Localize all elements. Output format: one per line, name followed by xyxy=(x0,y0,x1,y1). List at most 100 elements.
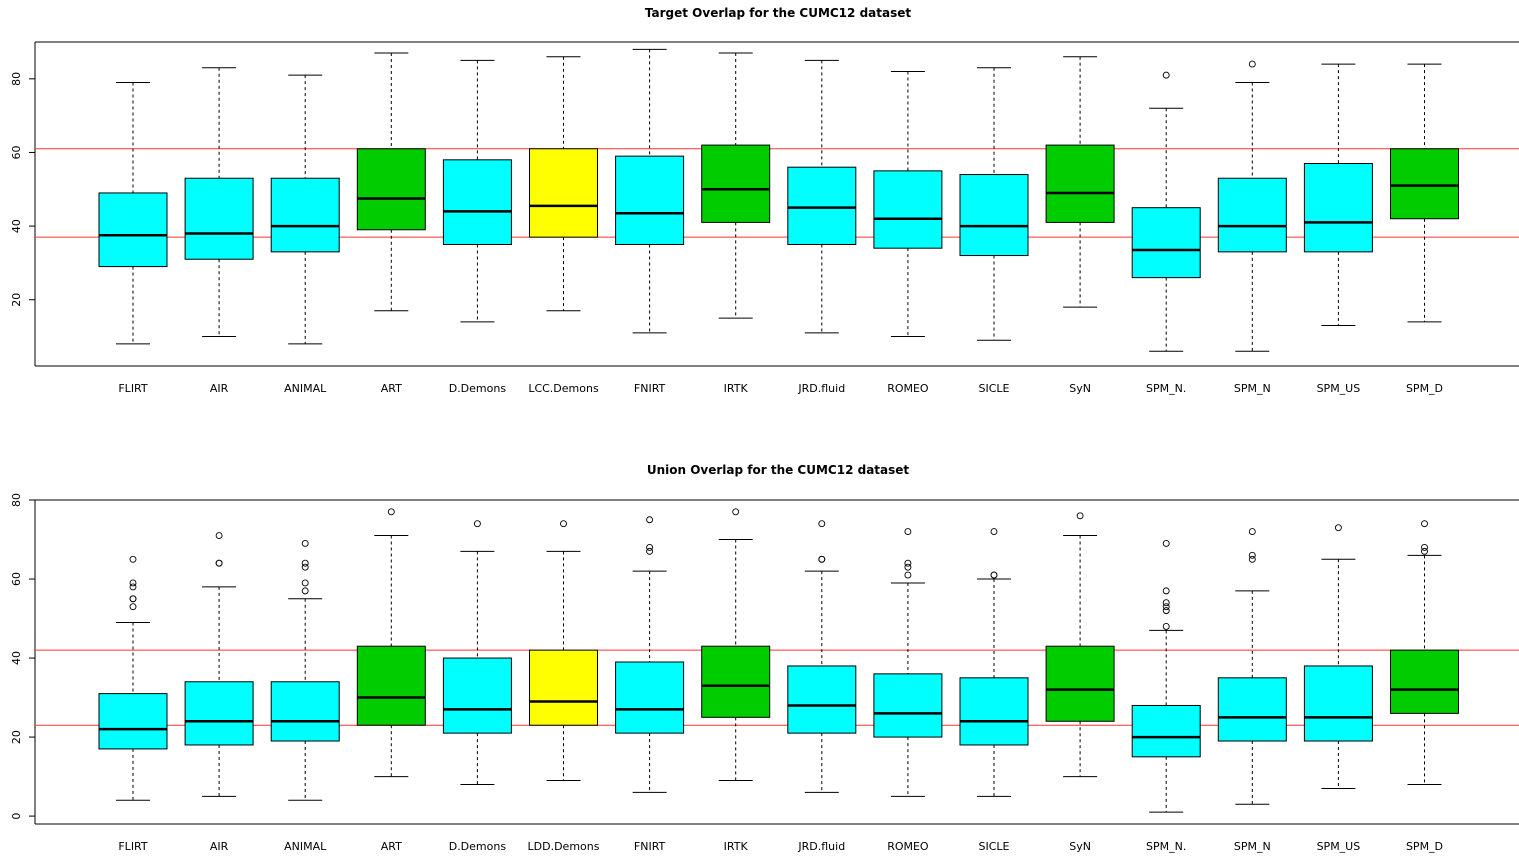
category-label: ANIMAL xyxy=(284,840,327,853)
outlier-point xyxy=(1162,607,1170,615)
outlier-point xyxy=(1076,512,1084,520)
iqr-box xyxy=(873,673,943,738)
outlier-point xyxy=(904,559,912,567)
category-label: LCC.Demons xyxy=(528,382,599,395)
iqr-box xyxy=(1390,148,1459,220)
outlier-point xyxy=(129,595,137,603)
chart-title: Union Overlap for the CUMC12 dataset xyxy=(647,463,910,477)
outlier-point xyxy=(646,516,654,524)
outlier-point xyxy=(301,563,309,571)
iqr-box xyxy=(1390,649,1459,714)
outlier-point xyxy=(301,579,309,587)
y-tick-label: 40 xyxy=(10,651,23,665)
y-tick-label: 60 xyxy=(10,145,23,159)
iqr-box xyxy=(356,645,426,726)
category-label: SPM_D xyxy=(1406,840,1443,853)
outlier-point xyxy=(1421,543,1428,551)
outlier-point xyxy=(1162,540,1170,547)
iqr-box xyxy=(1217,177,1287,253)
outlier-point xyxy=(1421,520,1428,528)
category-label: ART xyxy=(381,382,402,395)
outlier-point xyxy=(1248,555,1256,563)
outlier-point xyxy=(1421,547,1428,555)
box-SICLE xyxy=(959,528,1029,797)
outlier-point xyxy=(646,547,654,555)
category-label: AIR xyxy=(210,840,229,853)
box-D.Demons xyxy=(442,520,512,785)
outlier-point xyxy=(646,543,654,551)
box-FNIRT xyxy=(615,516,685,793)
outlier-point xyxy=(473,520,481,528)
box-ANIMAL xyxy=(270,74,340,345)
outlier-point xyxy=(560,520,567,528)
iqr-box xyxy=(1217,677,1287,742)
outlier-point xyxy=(904,571,912,579)
box-FLIRT xyxy=(98,82,168,345)
iqr-box xyxy=(529,649,598,726)
iqr-box xyxy=(959,677,1029,746)
outlier-point xyxy=(1162,622,1170,630)
iqr-box xyxy=(959,174,1029,257)
outlier-point xyxy=(129,583,137,591)
box-D.Demons xyxy=(442,59,512,323)
iqr-box xyxy=(442,657,512,734)
outlier-point xyxy=(1248,551,1256,559)
outlier-point xyxy=(215,532,223,540)
box-SPM_D xyxy=(1390,63,1459,323)
iqr-box xyxy=(1131,704,1201,758)
iqr-box xyxy=(1045,144,1115,223)
category-label: SPM_N xyxy=(1234,840,1271,853)
outlier-point xyxy=(129,555,137,563)
iqr-box xyxy=(529,148,598,238)
box-SyN xyxy=(1045,56,1115,308)
category-label: FLIRT xyxy=(118,382,148,395)
category-label: FNIRT xyxy=(634,840,666,853)
outlier-point xyxy=(1162,587,1170,595)
category-label: SPM_N xyxy=(1234,382,1271,395)
category-label: SPM_US xyxy=(1317,382,1361,395)
box-ART xyxy=(356,52,426,312)
iqr-box xyxy=(270,177,340,253)
outlier-point xyxy=(818,520,826,528)
y-tick-label: 0 xyxy=(10,813,23,820)
iqr-box xyxy=(356,148,426,231)
category-label: ART xyxy=(381,840,402,853)
iqr-box xyxy=(873,170,943,249)
chart-title: Target Overlap for the CUMC12 dataset xyxy=(645,6,911,20)
outlier-point xyxy=(1162,71,1170,79)
box-IRTK xyxy=(701,52,771,319)
box-ROMEO xyxy=(873,528,943,797)
category-label: D.Demons xyxy=(449,382,507,395)
category-label: SPM_N. xyxy=(1146,382,1186,395)
category-label: SPM_D xyxy=(1406,382,1443,395)
category-label: D.Demons xyxy=(449,840,507,853)
box-FLIRT xyxy=(98,555,168,801)
outlier-point xyxy=(818,555,826,563)
box-LCC.Demons xyxy=(529,56,598,312)
iqr-box xyxy=(1303,163,1373,253)
outlier-point xyxy=(301,559,309,567)
outlier-point xyxy=(129,603,137,611)
outlier-point xyxy=(904,563,912,571)
category-label: SICLE xyxy=(979,382,1010,395)
union-overlap-panel: Union Overlap for the CUMC12 dataset 0 20… xyxy=(10,463,1519,853)
box-SPM_US xyxy=(1303,524,1373,789)
y-tick-label: 20 xyxy=(10,293,23,307)
y-tick-label: 80 xyxy=(10,493,23,507)
outlier-point xyxy=(990,571,998,579)
iqr-box xyxy=(270,681,340,742)
box-SPM_N xyxy=(1217,60,1287,352)
category-label: IRTK xyxy=(724,382,749,395)
box-JRD.fluid xyxy=(787,520,857,793)
box-AIR xyxy=(184,67,254,338)
iqr-box xyxy=(442,159,512,245)
category-label: AIR xyxy=(210,382,229,395)
category-label: LDD.Demons xyxy=(528,840,600,853)
outlier-point xyxy=(990,528,998,536)
iqr-box xyxy=(701,144,771,223)
category-label: ROMEO xyxy=(887,382,929,395)
outlier-point xyxy=(732,508,740,516)
iqr-box xyxy=(184,177,254,260)
